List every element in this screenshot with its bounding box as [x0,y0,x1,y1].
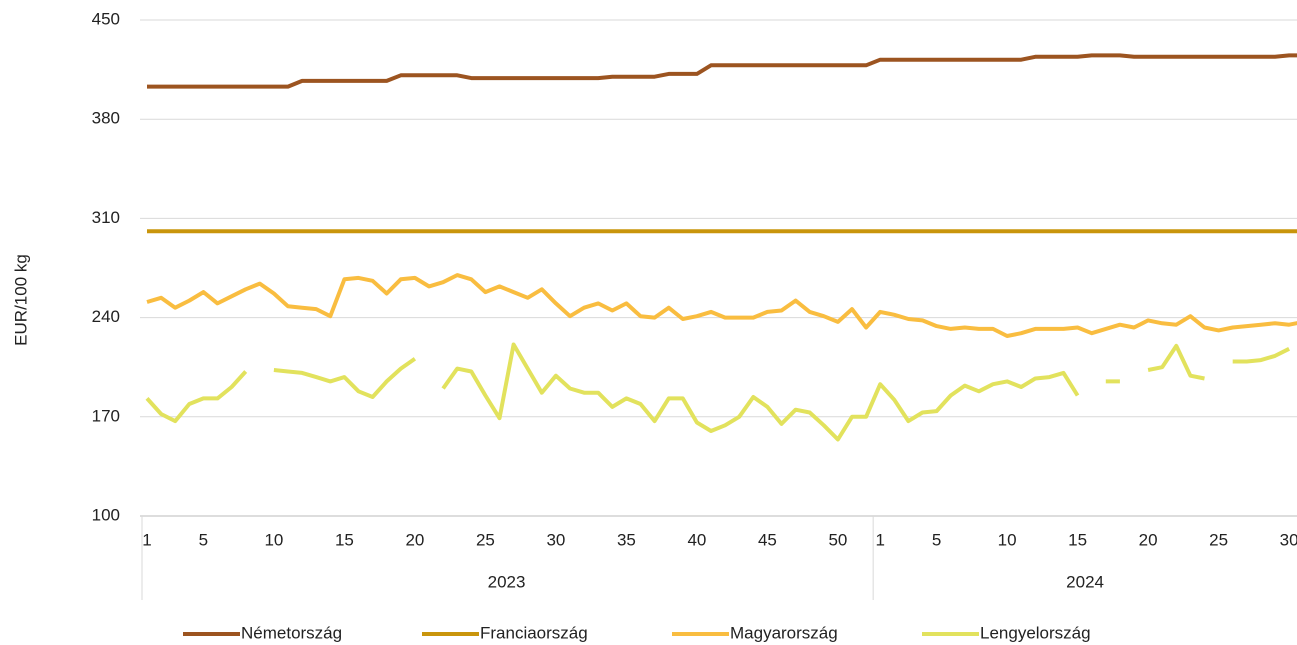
x-tick-label: 25 [476,530,495,549]
series-line [147,53,1297,89]
y-axis-label: EUR/100 kg [11,254,30,346]
x-tick-label: 10 [998,530,1017,549]
y-tick-label: 100 [92,505,120,524]
x-tick-label: 15 [335,530,354,549]
x-tick-label: 45 [758,530,777,549]
y-tick-label: 240 [92,307,120,326]
x-tick-label: 25 [1209,530,1228,549]
x-tick-label: 1 [875,530,884,549]
x-tick-label: 50 [828,530,847,549]
legend-label: Magyarország [730,623,838,642]
legend-label: Franciaország [480,623,588,642]
x-tick-label: 15 [1068,530,1087,549]
x-tick-label: 35 [617,530,636,549]
y-tick-label: 380 [92,109,120,128]
x-tick-label: 10 [264,530,283,549]
legend-label: Lengyelország [980,623,1091,642]
y-tick-label: 170 [92,406,120,425]
legend-label: Németország [241,623,342,642]
x-tick-label: 5 [199,530,208,549]
x-tick-label: 30 [1280,530,1297,549]
series-line [145,342,1290,442]
x-tick-label: 20 [405,530,424,549]
group-label: 2024 [1066,572,1104,591]
y-tick-label: 450 [92,9,120,28]
x-tick-label: 40 [687,530,706,549]
y-tick-label: 310 [92,208,120,227]
x-tick-label: 30 [546,530,565,549]
x-tick-label: 1 [142,530,151,549]
x-tick-label: 20 [1139,530,1158,549]
x-tick-label: 5 [932,530,941,549]
group-label: 2023 [488,572,526,591]
series-line [146,273,1297,338]
